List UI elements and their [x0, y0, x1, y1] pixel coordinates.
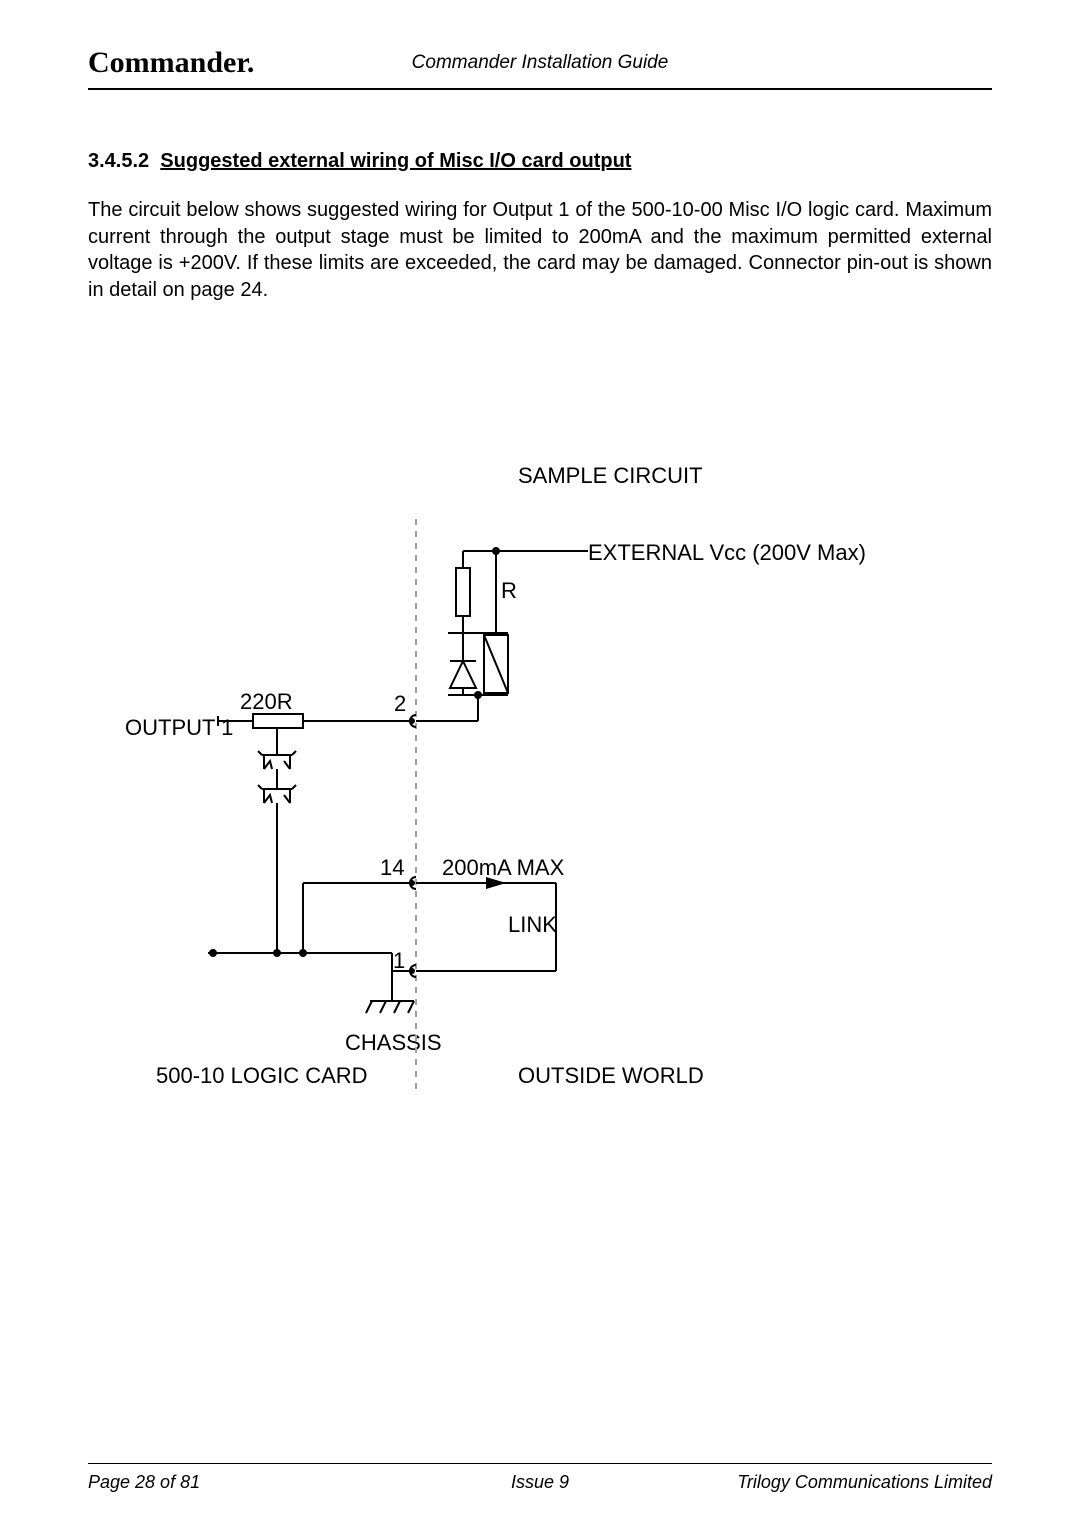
page-header: Commander. Commander Installation Guide: [88, 50, 992, 90]
footer-page: Page 28 of 81: [88, 1472, 200, 1493]
section-title: Suggested external wiring of Misc I/O ca…: [160, 150, 631, 172]
footer-issue: Issue 9: [511, 1472, 569, 1493]
section-number: 3.4.5.2: [88, 150, 149, 172]
body-paragraph: The circuit below shows suggested wiring…: [88, 197, 992, 303]
page: Commander. Commander Installation Guide …: [88, 50, 992, 1470]
guide-title: Commander Installation Guide: [412, 52, 669, 74]
circuit-diagram: SAMPLE CIRCUIT EXTERNAL Vcc (200V Max) R…: [88, 473, 992, 1253]
footer-company: Trilogy Communications Limited: [737, 1472, 992, 1493]
circuit-svg: [88, 473, 992, 1253]
section-heading: 3.4.5.2 Suggested external wiring of Mis…: [88, 150, 992, 173]
page-footer: Page 28 of 81 Issue 9 Trilogy Communicat…: [88, 1463, 992, 1470]
brand-logo: Commander.: [88, 46, 254, 80]
